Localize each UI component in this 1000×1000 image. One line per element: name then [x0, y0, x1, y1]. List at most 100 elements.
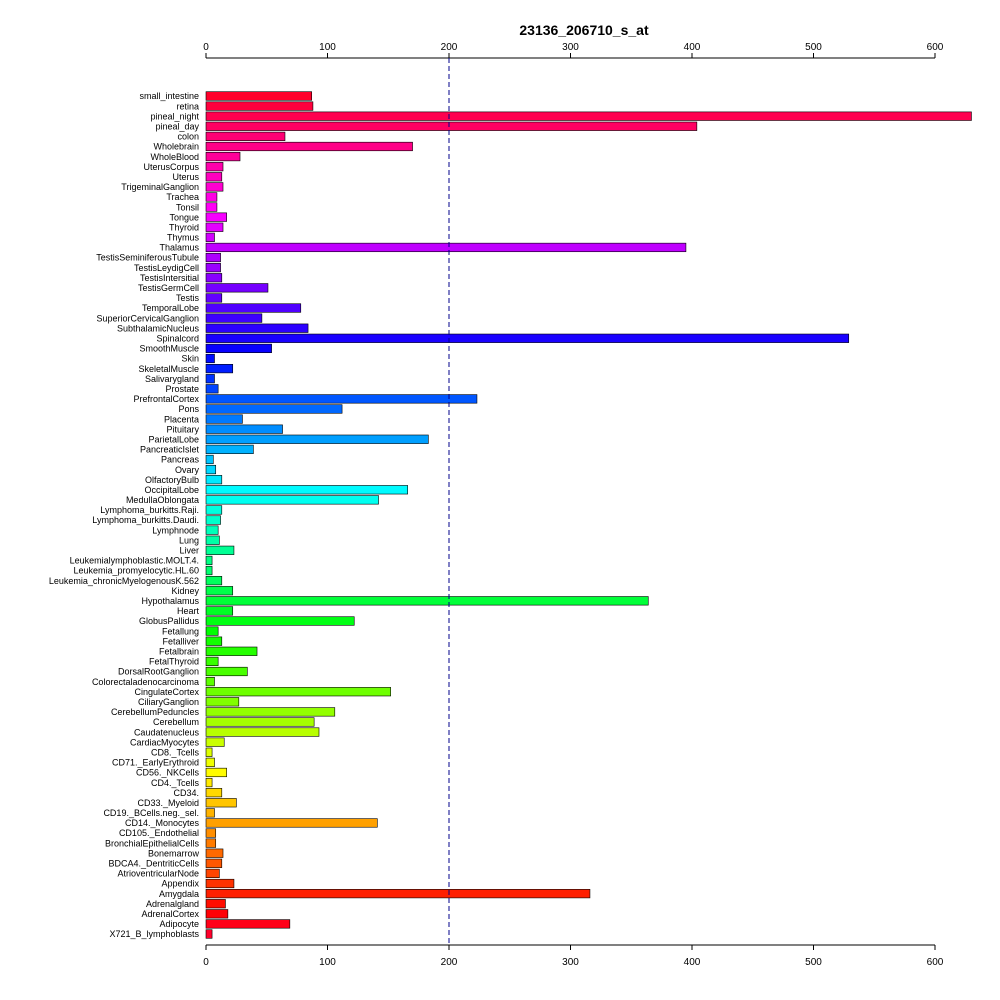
- category-label: pineal_night: [150, 111, 199, 121]
- x-tick-label: 200: [441, 957, 458, 968]
- bar: [205, 747, 213, 757]
- bar: [205, 172, 223, 182]
- category-label: CD71._EarlyErythroid: [112, 758, 199, 768]
- bar: [205, 424, 283, 434]
- bar: [205, 101, 314, 111]
- x-tick-label: 500: [805, 957, 822, 968]
- bar: [205, 788, 223, 798]
- category-label: BronchialEpithelialCells: [105, 838, 200, 848]
- category-label: OlfactoryBulb: [145, 475, 199, 485]
- bar: [205, 899, 226, 909]
- category-label: CD105._Endothelial: [119, 828, 199, 838]
- bar: [205, 313, 263, 323]
- bar: [205, 141, 413, 152]
- category-label: Heart: [177, 606, 200, 616]
- category-label: pineal_day: [155, 121, 199, 131]
- chart-title: 23136_206710_s_at: [519, 22, 649, 38]
- category-label: retina: [176, 101, 199, 111]
- category-label: Testis: [176, 293, 200, 303]
- bar: [205, 717, 315, 727]
- bar: [205, 737, 225, 747]
- bar: [205, 909, 229, 919]
- category-label: SuperiorCervicalGanglion: [96, 313, 199, 323]
- bar: [205, 828, 217, 838]
- bar: [205, 636, 223, 646]
- bar: [205, 384, 219, 394]
- bar: [205, 878, 235, 889]
- bar: [205, 252, 221, 263]
- category-label: Salivarygland: [145, 374, 199, 384]
- x-tick-label: 400: [684, 42, 701, 53]
- category-label: Leukemialymphoblastic.MOLT.4.: [70, 556, 199, 566]
- category-label: Prostate: [165, 384, 199, 394]
- bar: [205, 343, 272, 354]
- category-label: CiliaryGanglion: [138, 697, 199, 707]
- bar: [205, 182, 224, 192]
- bar: [205, 434, 429, 444]
- bar: [205, 919, 291, 929]
- bar: [205, 495, 379, 505]
- category-label: small_intestine: [139, 91, 199, 101]
- bar: [205, 212, 227, 222]
- bar: [205, 242, 687, 253]
- bar: [205, 838, 217, 848]
- bar: [205, 646, 258, 656]
- bar: [205, 505, 223, 515]
- category-label: Tonsil: [176, 202, 199, 212]
- bar: [205, 374, 215, 384]
- category-label: Hypothalamus: [141, 596, 199, 606]
- category-label: Spinalcord: [156, 334, 199, 344]
- category-label: CD19._BCells.neg._sel.: [103, 808, 199, 818]
- category-label: Skin: [181, 354, 199, 364]
- x-tick-label: 200: [441, 42, 458, 53]
- category-label: Liver: [179, 546, 199, 556]
- bar: [205, 889, 591, 899]
- top-x-axis: 0 100 200 300 400 500 600: [203, 42, 944, 59]
- category-label: Leukemia_promyelocytic.HL.60: [73, 566, 199, 576]
- bar: [205, 666, 248, 677]
- bar: [205, 323, 309, 333]
- bar: [205, 394, 478, 404]
- bar: [205, 596, 649, 606]
- category-label: TestisLeydigCell: [134, 263, 199, 273]
- category-label: PancreaticIslet: [140, 445, 200, 455]
- bar: [205, 111, 972, 121]
- bar: [205, 273, 223, 283]
- category-label: Pituitary: [166, 424, 199, 434]
- category-label: Cerebellum: [153, 717, 199, 727]
- category-label: CD33._Myeloid: [137, 798, 199, 808]
- bar: [205, 576, 223, 586]
- category-label: WholeBlood: [150, 152, 199, 162]
- category-label: Adipocyte: [159, 919, 199, 929]
- category-label: Lymphoma_burkitts.Raji.: [100, 505, 199, 515]
- category-label: CD8._Tcells: [151, 747, 200, 757]
- category-label: Adrenalgland: [146, 899, 199, 909]
- category-label: Appendix: [161, 879, 199, 889]
- category-label: PrefrontalCortex: [133, 394, 199, 404]
- bar: [205, 232, 215, 242]
- bar: [205, 545, 235, 555]
- category-label: SmoothMuscle: [139, 344, 199, 354]
- category-labels-group: small_intestineretinapineal_nightpineal_…: [49, 91, 200, 939]
- category-label: Fetalliver: [162, 636, 199, 646]
- category-label: OccipitalLobe: [144, 485, 199, 495]
- bar: [205, 868, 220, 879]
- category-label: TrigeminalGanglion: [121, 182, 199, 192]
- category-label: X721_B_lymphoblasts: [109, 929, 199, 939]
- bar: [205, 808, 215, 818]
- bar: [205, 626, 219, 636]
- x-tick-label: 0: [203, 42, 209, 53]
- bar: [205, 414, 243, 424]
- bar: [205, 91, 313, 101]
- x-tick-label: 300: [562, 42, 579, 53]
- bar: [205, 616, 355, 626]
- bar: [205, 485, 408, 495]
- category-label: Thyroid: [169, 222, 199, 232]
- category-label: Fetallung: [162, 626, 199, 636]
- bar: [205, 353, 215, 364]
- category-label: Pancreas: [161, 455, 200, 465]
- category-label: CD56._NKCells: [136, 768, 200, 778]
- category-label: GlobusPallidus: [139, 616, 200, 626]
- bar: [205, 929, 213, 939]
